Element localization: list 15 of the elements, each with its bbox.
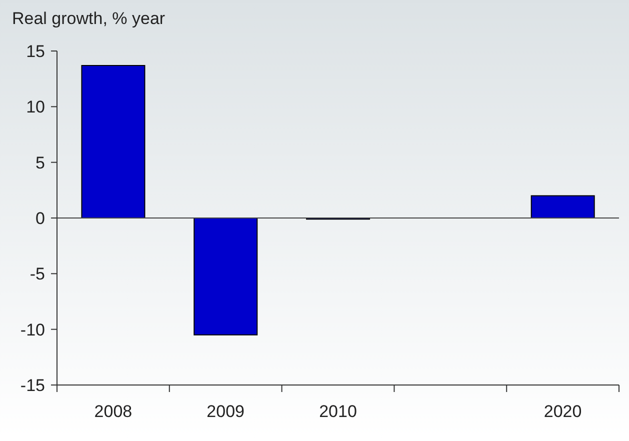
y-axis-title: Real growth, % year xyxy=(12,9,166,29)
x-tick-label: 2010 xyxy=(319,402,357,422)
bar xyxy=(530,195,595,218)
bar xyxy=(194,218,258,336)
y-tick-label: -10 xyxy=(20,320,45,340)
y-tick-label: -5 xyxy=(30,264,45,284)
y-tick-label: 5 xyxy=(36,153,45,172)
x-tick-label: 2008 xyxy=(94,402,132,422)
x-tick-label: 2009 xyxy=(206,402,245,422)
y-tick-label: 0 xyxy=(36,209,45,228)
y-tick-label: -15 xyxy=(20,376,45,396)
x-tick-label: 2020 xyxy=(544,402,582,422)
y-tick-label: 15 xyxy=(26,42,45,62)
y-tick-label: 10 xyxy=(26,98,45,117)
bar xyxy=(81,64,146,218)
